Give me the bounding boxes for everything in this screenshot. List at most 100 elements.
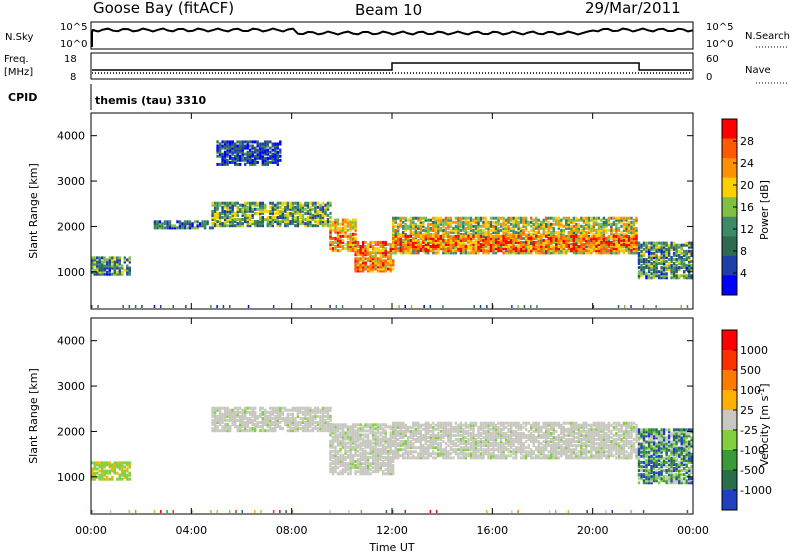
heatmap-cell	[484, 238, 488, 242]
heatmap-cell	[419, 247, 422, 251]
heatmap-cell	[397, 431, 400, 435]
heatmap-cell	[244, 429, 247, 433]
heatmap-cell	[607, 249, 611, 253]
heatmap-cell	[392, 458, 395, 461]
heatmap-cell	[223, 140, 227, 144]
heatmap-cell	[397, 226, 400, 230]
heatmap-cell	[655, 245, 658, 249]
heatmap-cell	[251, 201, 254, 205]
heatmap-cell	[329, 468, 332, 472]
heatmap-cell	[610, 222, 613, 226]
heatmap-cell	[236, 427, 239, 431]
heatmap-cell	[321, 213, 325, 217]
heatmap-cell	[662, 262, 666, 265]
heatmap-cell	[660, 245, 663, 249]
heatmap-cell	[474, 218, 478, 222]
heatmap-cell	[364, 460, 367, 463]
heatmap-cell	[369, 257, 372, 261]
heatmap-cell	[402, 233, 405, 236]
heatmap-cell	[545, 222, 548, 226]
ytick-label: 3000	[57, 175, 85, 188]
heatmap-cell	[532, 249, 535, 253]
heatmap-cell	[259, 146, 262, 150]
heatmap-cell	[637, 258, 641, 261]
heatmap-cell	[226, 423, 229, 426]
heatmap-cell	[409, 220, 412, 224]
heatmap-cell	[399, 243, 402, 246]
heatmap-cell	[672, 266, 676, 270]
heatmap-cell	[527, 233, 530, 236]
heatmap-cell	[351, 435, 355, 439]
heatmap-cell	[637, 274, 641, 278]
heatmap-cell	[417, 438, 420, 441]
heatmap-cell	[369, 243, 372, 246]
heatmap-cell	[354, 453, 357, 457]
heatmap-cell	[459, 234, 463, 238]
heatmap-cell	[602, 222, 606, 226]
heatmap-cell	[128, 260, 131, 264]
heatmap-cell	[229, 224, 232, 228]
heatmap-cell	[351, 247, 355, 251]
heatmap-cell	[605, 247, 608, 251]
heatmap-cell	[387, 425, 390, 429]
heatmap-cell	[452, 251, 455, 255]
heatmap-cell	[351, 232, 355, 236]
heatmap-cell	[650, 247, 653, 251]
heatmap-cell	[246, 160, 249, 164]
colorbar-tick: 28	[740, 135, 754, 148]
heatmap-cell	[429, 423, 432, 427]
heatmap-cell	[514, 247, 518, 251]
heatmap-cell	[349, 472, 352, 476]
heatmap-cell	[567, 240, 570, 244]
heatmap-cell	[249, 412, 252, 416]
heatmap-cell	[454, 231, 458, 234]
heatmap-cell	[331, 243, 335, 246]
heatmap-cell	[251, 209, 254, 213]
heatmap-cell	[437, 425, 440, 429]
heatmap-cell	[555, 231, 558, 234]
heatmap-cell	[206, 220, 209, 224]
heatmap-cell	[502, 224, 505, 228]
heatmap-cell	[116, 463, 119, 467]
heatmap-cell	[251, 154, 254, 158]
heatmap-cell	[134, 305, 137, 308]
heatmap-cell	[512, 239, 515, 243]
heatmap-cell	[434, 440, 437, 443]
heatmap-cell	[254, 412, 257, 416]
freq-tick-bottom: 8	[70, 72, 76, 83]
heatmap-cell	[326, 205, 330, 209]
heatmap-cell	[392, 243, 395, 246]
heatmap-cell	[397, 216, 400, 220]
heatmap-cell	[241, 158, 244, 162]
heatmap-cell	[91, 471, 94, 475]
heatmap-cell	[595, 222, 598, 226]
heatmap-cell	[361, 470, 365, 474]
heatmap-cell	[366, 435, 370, 439]
heatmap-cell	[311, 203, 315, 207]
heatmap-cell	[484, 251, 488, 255]
heatmap-cell	[617, 245, 621, 248]
heatmap-cell	[316, 427, 320, 431]
heatmap-cell	[389, 468, 392, 472]
heatmap-cell	[467, 247, 470, 251]
heatmap-cell	[284, 216, 287, 219]
heatmap-cell	[103, 256, 106, 260]
heatmap-cell	[622, 233, 626, 236]
heatmap-cell	[356, 458, 360, 461]
heatmap-cell	[319, 421, 322, 424]
heatmap-cell	[392, 427, 395, 431]
heatmap-cell	[369, 425, 372, 429]
heatmap-cell	[349, 224, 352, 228]
heatmap-cell	[387, 449, 390, 453]
heatmap-cell	[336, 245, 340, 248]
heatmap-cell	[387, 460, 390, 463]
heatmap-cell	[444, 247, 448, 251]
heatmap-cell	[236, 150, 239, 154]
heatmap-cell	[652, 274, 656, 278]
heatmap-cell	[294, 216, 297, 219]
heatmap-cell	[660, 268, 663, 272]
heatmap-cell	[369, 468, 372, 472]
heatmap-cell	[449, 245, 453, 248]
heatmap-cell	[364, 247, 367, 251]
heatmap-cell	[291, 414, 295, 418]
